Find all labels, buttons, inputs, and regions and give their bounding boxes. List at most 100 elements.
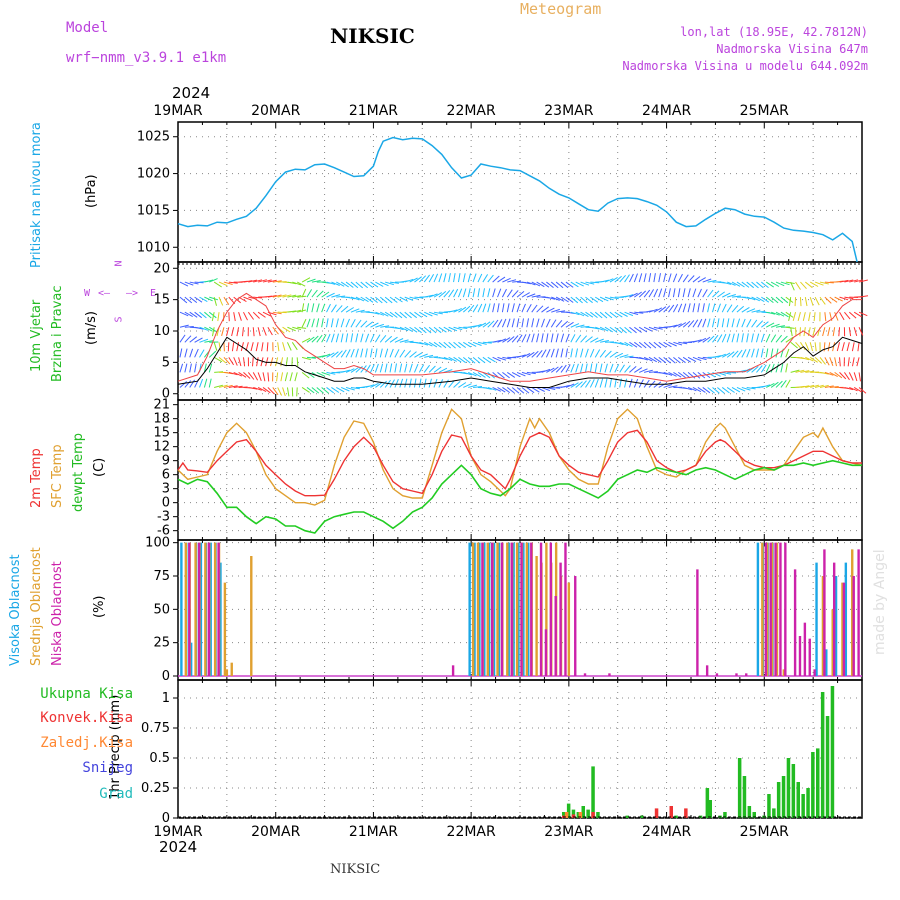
wind-arrow [321, 353, 331, 358]
wind-arrow [521, 353, 531, 358]
wind-arrow [629, 341, 638, 348]
wind-arrow [287, 326, 296, 332]
wind-arrow [560, 384, 570, 388]
wind-arrow [678, 322, 687, 328]
wind-arrow [424, 294, 434, 298]
wind-arrow [805, 281, 813, 289]
wind-arrow [213, 356, 223, 363]
precip-bar-total [820, 692, 825, 818]
wind-arrow [399, 363, 403, 373]
wind-arrow [707, 335, 715, 343]
wind-arrow [453, 381, 461, 388]
wind-arrow [761, 321, 769, 328]
wind-arrow [301, 356, 311, 361]
wind-arrow [770, 281, 780, 287]
wind-arrow [687, 303, 691, 313]
wind-arrow [692, 276, 701, 283]
temp-2m-line [177, 429, 862, 497]
wind-arrow [438, 273, 443, 283]
wind-arrow [550, 348, 555, 358]
wind-arrow [424, 311, 433, 317]
wind-arrow [194, 337, 203, 343]
wind-arrow [375, 296, 383, 304]
precip-bar-total [571, 809, 576, 818]
wind-arrow [501, 303, 505, 313]
wind-arrow [321, 291, 330, 298]
wind-arrow [841, 342, 845, 352]
wind-arrow [482, 288, 485, 298]
station-title: NIKSIC [330, 24, 415, 48]
wind-arrow [472, 356, 481, 364]
wind-arrow [350, 367, 359, 373]
wind-arrow [297, 309, 307, 313]
wind-arrow [751, 333, 754, 343]
wind-arrow [707, 303, 710, 313]
ytick-label-clouds: 25 [153, 636, 170, 651]
wind-arrow [316, 290, 324, 298]
wind-arrow [658, 382, 667, 388]
model-elevation-label: Nadmorska Visina u modelu 644.092m [622, 59, 868, 73]
wind-arrow [775, 334, 782, 343]
wind-arrow [570, 311, 580, 316]
wind-arrow [760, 333, 765, 343]
wind-arrow [770, 363, 775, 373]
wind-arrow [284, 372, 288, 382]
wind-arrow [236, 327, 240, 337]
wind-arrow [179, 311, 189, 317]
wind-arrow [545, 318, 551, 328]
wind-arrow [668, 356, 676, 364]
wind-arrow [521, 387, 530, 394]
wind-arrow [497, 356, 507, 361]
wind-arrow [521, 292, 530, 298]
wind-arrow [819, 384, 829, 388]
wind-arrow [550, 281, 559, 289]
wind-arrow [809, 296, 814, 306]
ytick-label-precip: 0.75 [141, 721, 170, 736]
wind-arrow [775, 380, 783, 388]
wind-arrow [805, 384, 815, 388]
wind-arrow [228, 357, 235, 366]
wind-arrow [653, 288, 659, 298]
wind-arrow [277, 294, 287, 298]
wind-arrow [394, 338, 404, 343]
wind-arrow [722, 371, 732, 375]
wind-arrow [443, 326, 452, 333]
wind-arrow [301, 318, 307, 328]
wind-arrow [770, 296, 779, 304]
wind-arrow [331, 294, 341, 298]
wind-arrow [843, 372, 850, 381]
wind-arrow [506, 289, 513, 298]
wind-arrow [609, 351, 618, 358]
precip-bar-total [625, 815, 629, 818]
wind-arrow [673, 323, 682, 328]
wind-arrow [316, 318, 320, 328]
wind-arrow [467, 341, 477, 347]
wind-arrow [350, 296, 360, 301]
wind-arrow [643, 341, 652, 349]
wind-arrow [472, 371, 482, 378]
wind-arrow [428, 311, 438, 316]
wind-arrow [751, 319, 758, 328]
wind-arrow [614, 341, 624, 345]
wind-arrow [194, 311, 203, 319]
dewpoint-line [177, 459, 862, 534]
wind-arrow [600, 279, 610, 283]
year-top: 2024 [172, 84, 211, 102]
wind-arrow [228, 281, 238, 284]
wind-arrow [350, 281, 359, 289]
wind-arrow [692, 372, 701, 379]
wind-arrow [565, 348, 568, 358]
wind-arrow [570, 281, 579, 288]
wind-arrow [736, 305, 745, 313]
wind-arrow [428, 326, 437, 334]
wind-arrow [755, 333, 760, 343]
ytick-label-pressure: 1020 [137, 167, 170, 182]
wind-arrow [330, 304, 337, 313]
wind-arrow [575, 363, 579, 373]
wind-arrow [658, 341, 667, 348]
wind-arrow [521, 303, 526, 313]
wind-arrow [221, 327, 225, 337]
wind-arrow [565, 281, 574, 288]
wind-arrow [384, 335, 393, 343]
wind-arrow [822, 327, 826, 337]
